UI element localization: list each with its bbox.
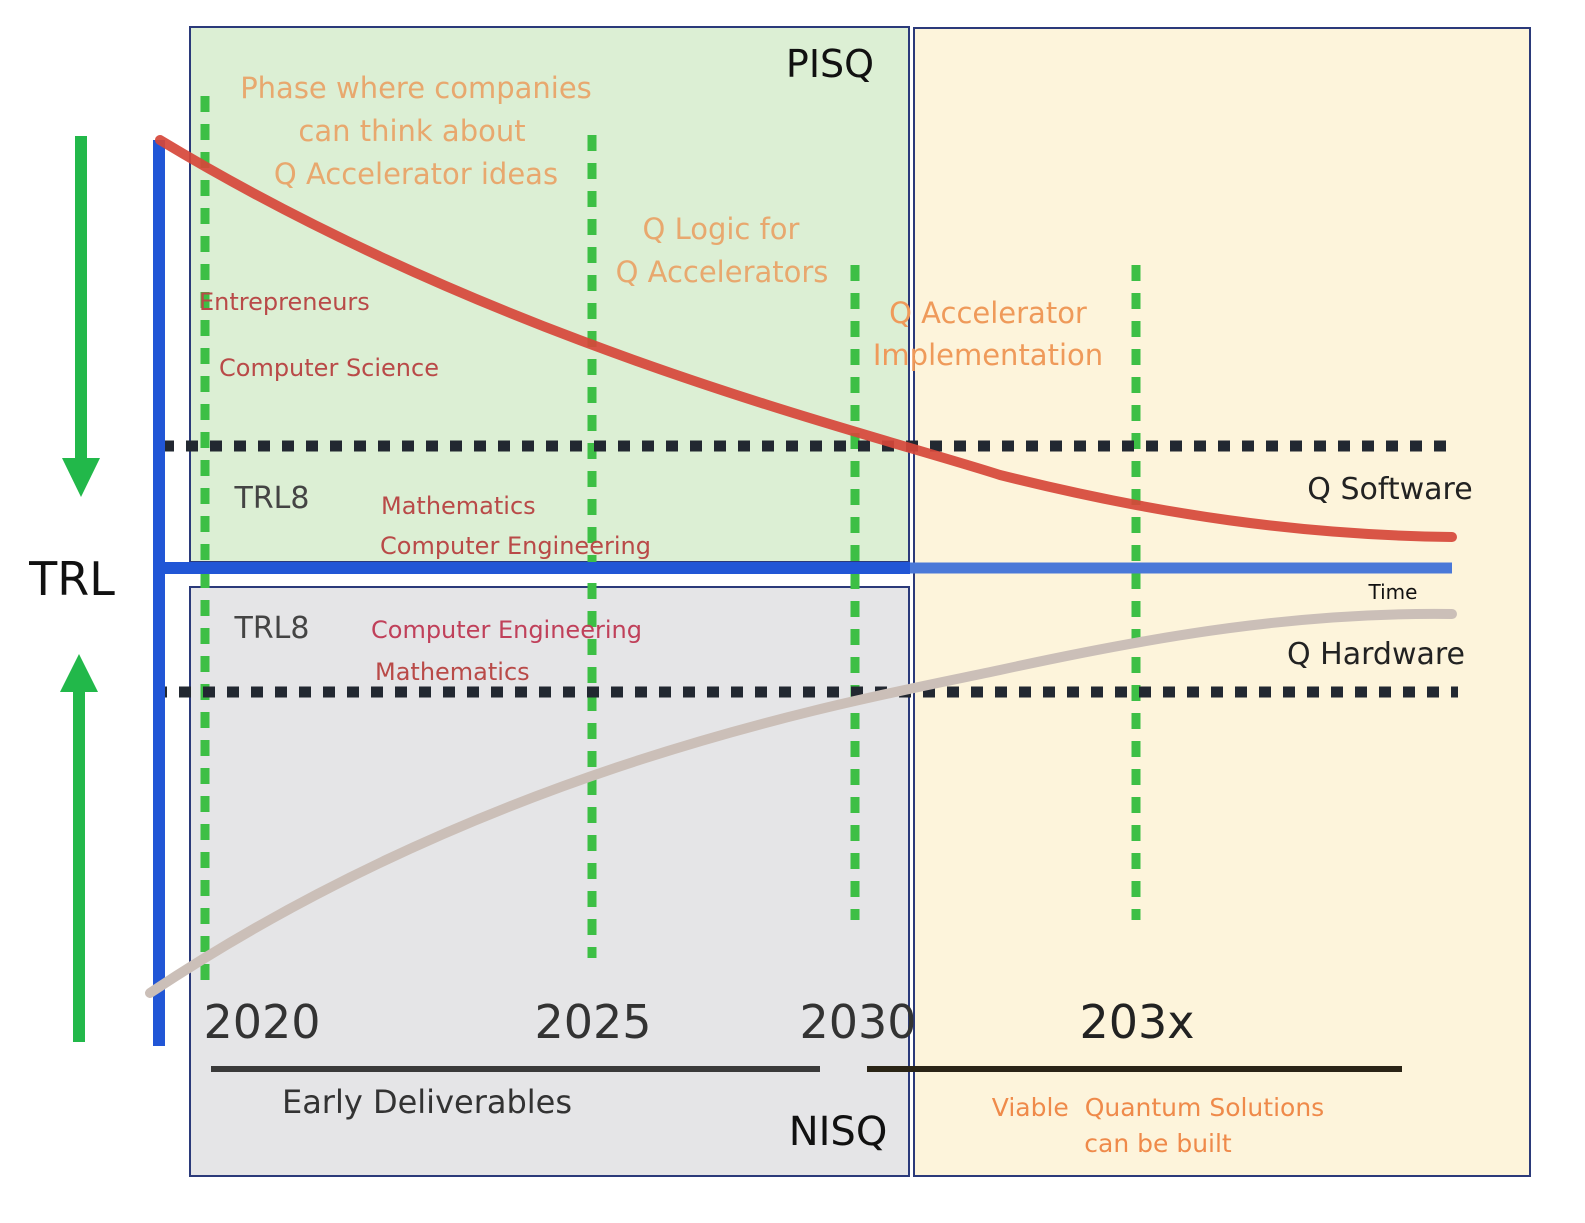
trl-label: TRL	[28, 552, 115, 606]
nisq-label: NISQ	[789, 1109, 888, 1155]
early-deliverables-label: Early Deliverables	[282, 1083, 572, 1121]
trl8-bottom-label: TRL8	[234, 611, 310, 646]
trl8-top-label: TRL8	[234, 481, 310, 516]
q-software-curve	[155, 135, 1457, 542]
phase3-line1: Q Accelerator	[889, 296, 1087, 330]
time-label: Time	[1368, 580, 1418, 604]
phase1-line2: can think about	[298, 114, 525, 148]
viable-line1: Viable Quantum Solutions	[992, 1093, 1324, 1122]
q-hardware-curve	[145, 608, 1457, 998]
q-software-label: Q Software	[1307, 472, 1472, 507]
arrow-down-icon	[62, 136, 100, 497]
discipline-mathematics-top: Mathematics	[381, 492, 536, 520]
discipline-computer-science: Computer Science	[219, 354, 439, 382]
viable-line2: can be built	[1084, 1129, 1232, 1158]
future-panel	[913, 27, 1531, 1177]
phase3-line2: Implementation	[873, 338, 1103, 372]
phase2-line1: Q Logic for	[643, 212, 800, 246]
arrow-up-icon	[60, 654, 98, 1042]
year-2025: 2025	[534, 995, 651, 1049]
year-203x: 203x	[1079, 995, 1194, 1049]
discipline-computer-engineering-bottom: Computer Engineering	[371, 616, 642, 644]
nisq-panel	[189, 586, 910, 1177]
year-2020: 2020	[203, 995, 320, 1049]
discipline-mathematics-bottom: Mathematics	[375, 658, 530, 686]
pisq-panel	[189, 26, 910, 563]
discipline-computer-engineering-top: Computer Engineering	[380, 532, 651, 560]
q-hardware-label: Q Hardware	[1287, 637, 1465, 672]
year-2030: 2030	[799, 995, 916, 1049]
phase1-line3: Q Accelerator ideas	[274, 157, 558, 191]
pisq-label: PISQ	[786, 42, 874, 86]
phase1-line1: Phase where companies	[240, 71, 592, 105]
discipline-entrepreneurs: Entrepreneurs	[199, 288, 370, 316]
phase2-line2: Q Accelerators	[616, 255, 829, 289]
